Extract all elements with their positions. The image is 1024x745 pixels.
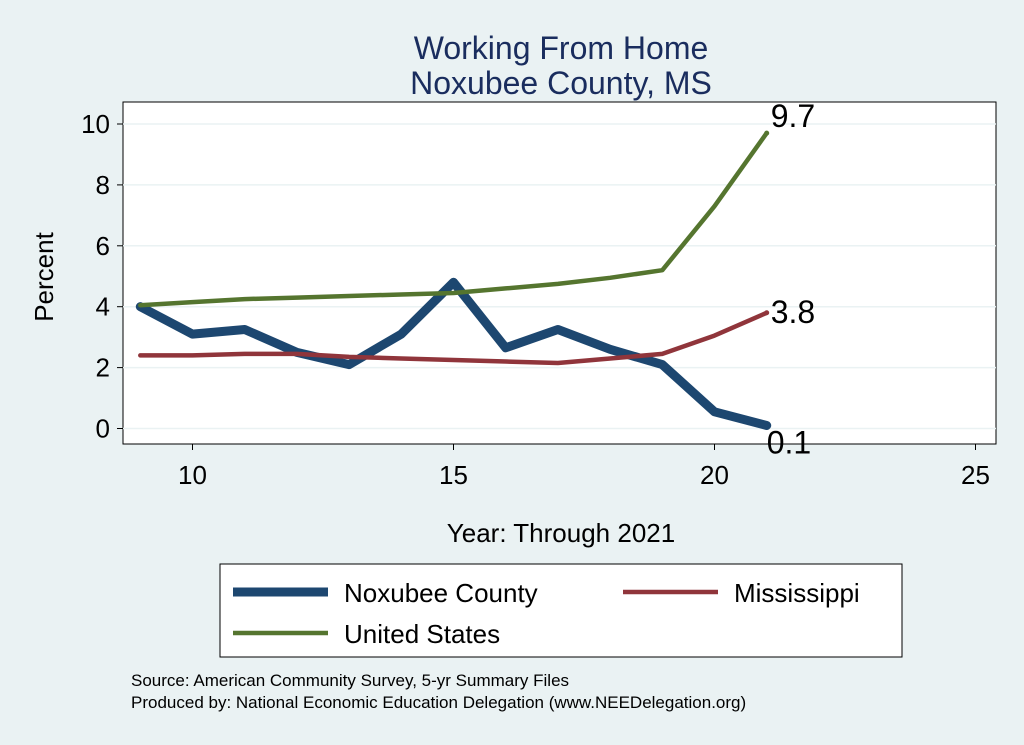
x-tick-label-10: 10 (178, 460, 207, 490)
y-tick-label-10: 10 (81, 109, 110, 139)
series-line-noxubee-county (135, 277, 772, 430)
x-tick-label-25: 25 (961, 460, 990, 490)
produced-by-note: Produced by: National Economic Education… (131, 693, 746, 712)
chart-title-line-2: Noxubee County, MS (410, 65, 712, 101)
legend-box (219, 563, 903, 658)
legend-label-united-states: United States (344, 619, 500, 649)
plot-area (122, 101, 997, 445)
series-line-mississippi (138, 310, 769, 366)
series-end-point-united-states (764, 130, 770, 136)
x-tick-label-15: 15 (439, 460, 468, 490)
y-axis-ticks: 0 2 4 6 8 10 (81, 109, 123, 444)
series-line-united-states (138, 130, 769, 308)
end-label-noxubee-county: 0.1 (767, 424, 811, 460)
end-labels: 0.1 3.8 9.7 (767, 98, 815, 460)
series-lines (135, 130, 772, 430)
series-end-point-noxubee-county (764, 422, 770, 428)
gridlines (123, 123, 996, 430)
y-tick-label-6: 6 (96, 231, 110, 261)
legend: Noxubee County Mississippi United States (233, 578, 860, 649)
chart-title-line-1: Working From Home (414, 30, 709, 66)
legend-label-noxubee-county: Noxubee County (344, 578, 538, 608)
y-tick-label-8: 8 (96, 170, 110, 200)
end-label-united-states: 9.7 (771, 98, 815, 134)
x-axis-ticks: 10 15 20 25 (178, 444, 990, 490)
source-note: Source: American Community Survey, 5-yr … (131, 671, 569, 690)
y-tick-label-4: 4 (96, 292, 110, 322)
x-axis-label: Year: Through 2021 (447, 518, 675, 548)
y-tick-label-2: 2 (96, 353, 110, 383)
y-tick-label-0: 0 (96, 414, 110, 444)
end-label-mississippi: 3.8 (771, 294, 815, 330)
series-end-point-mississippi (764, 310, 770, 316)
x-tick-label-20: 20 (700, 460, 729, 490)
legend-label-mississippi: Mississippi (734, 578, 860, 608)
y-axis-label: Percent (29, 231, 59, 321)
